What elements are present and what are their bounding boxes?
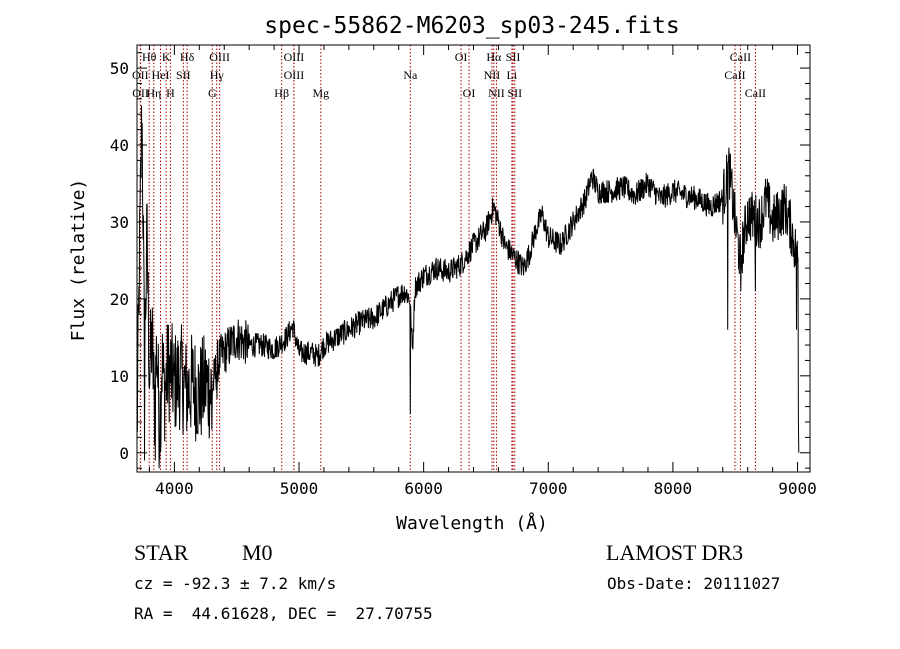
emission-line-label: Mg: [312, 86, 329, 100]
chart-title: spec-55862-M6203_sp03-245.fits: [264, 13, 679, 39]
emission-line-label: Hδ: [180, 50, 195, 64]
emission-line-label: OIII: [284, 68, 305, 82]
emission-line-label: OIII: [209, 50, 230, 64]
emission-line-label: OIII: [284, 50, 305, 64]
emission-line-label: Hγ: [210, 68, 225, 82]
emission-line-label: Hη: [146, 86, 161, 100]
survey-name: LAMOST DR3: [606, 540, 744, 565]
emission-line-markers: [139, 45, 756, 472]
x-axis: 4000 5000 6000 7000 8000 9000: [148, 45, 817, 498]
y-tick-label: 0: [119, 444, 129, 463]
emission-line-label: CaII: [730, 50, 751, 64]
spectrum-line: [136, 105, 800, 469]
redshift-velocity: cz = -92.3 ± 7.2 km/s: [134, 574, 337, 593]
x-tick-label: 9000: [778, 479, 817, 498]
x-tick-label: 8000: [654, 479, 693, 498]
emission-line-labels: Hθ K Hδ OIII OIII OI Hα SII CaII OII HeI SII Hγ OIII N…: [132, 50, 766, 100]
object-class: STAR: [134, 540, 189, 565]
emission-line-label: SII: [507, 86, 522, 100]
emission-line-label: G: [208, 86, 217, 100]
emission-line-label: OI: [463, 86, 476, 100]
emission-line-label: NII: [484, 68, 501, 82]
emission-line-label: CaII: [745, 86, 766, 100]
observation-date: Obs-Date: 20111027: [607, 574, 781, 593]
emission-line-label: SII: [176, 68, 191, 82]
emission-line-label: CaII: [724, 68, 745, 82]
emission-line-label: K: [162, 50, 171, 64]
y-tick-label: 40: [110, 136, 129, 155]
y-tick-label: 50: [110, 59, 129, 78]
x-tick-label: 7000: [529, 479, 568, 498]
emission-line-label: Hα: [486, 50, 502, 64]
emission-line-label: H: [166, 86, 175, 100]
y-axis-label: Flux (relative): [68, 179, 89, 342]
spectrum-chart: spec-55862-M6203_sp03-245.fits Hθ K Hδ OIII…: [68, 13, 817, 534]
emission-line-label: Na: [403, 68, 418, 82]
emission-line-label: Hβ: [274, 86, 289, 100]
emission-line-label: Hθ: [142, 50, 157, 64]
plot-frame: [136, 44, 811, 473]
y-tick-label: 20: [110, 290, 129, 309]
y-tick-label: 10: [110, 367, 129, 386]
emission-line-label: OII: [132, 68, 149, 82]
x-axis-label: Wavelength (Å): [396, 512, 548, 534]
object-subclass: M0: [242, 540, 273, 565]
x-tick-label: 5000: [280, 479, 319, 498]
emission-line-label: OII: [132, 86, 149, 100]
y-axis: 0 10 20 30 40 50: [110, 52, 810, 469]
ra-dec-coordinates: RA = 44.61628, DEC = 27.70755: [134, 604, 433, 623]
emission-line-label: HeI: [152, 68, 170, 82]
x-tick-label: 6000: [404, 479, 443, 498]
emission-line-label: SII: [506, 50, 521, 64]
emission-line-label: OI: [455, 50, 468, 64]
emission-line-label: NII: [488, 86, 505, 100]
x-tick-label: 4000: [155, 479, 194, 498]
y-tick-label: 30: [110, 213, 129, 232]
emission-line-label: Li: [507, 68, 518, 82]
